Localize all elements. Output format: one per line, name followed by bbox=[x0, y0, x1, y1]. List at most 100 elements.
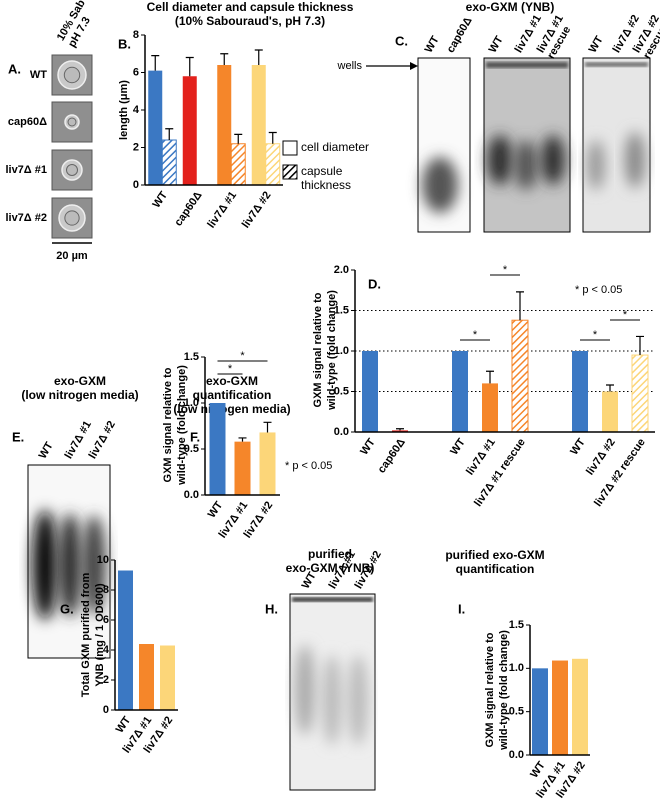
blots bbox=[27, 57, 651, 791]
lane-label: WT bbox=[487, 34, 506, 55]
y-axis-label-line: GXM signal relative to bbox=[162, 367, 174, 482]
y-axis-label: GXM signal relative to wild-type (fold ch… bbox=[484, 630, 510, 751]
bar bbox=[160, 645, 175, 710]
chart-title: exo-GXM quantification (low nitrogen media… bbox=[173, 374, 290, 416]
error-bar bbox=[486, 370, 494, 384]
well-band bbox=[486, 62, 568, 68]
legend-label: capsule thickness bbox=[301, 164, 351, 192]
bar bbox=[182, 76, 197, 185]
y-axis-label-line: wild-type (fold change) bbox=[498, 630, 510, 751]
bar bbox=[217, 65, 232, 185]
row-label: cap60Δ bbox=[8, 116, 47, 128]
y-tick-label: 2.0 bbox=[334, 264, 349, 276]
smear bbox=[514, 140, 538, 190]
y-tick-label: 4 bbox=[133, 104, 140, 116]
well-band bbox=[585, 62, 648, 67]
bar bbox=[234, 441, 251, 495]
y-tick-label: 6 bbox=[133, 66, 139, 78]
arrow-head bbox=[410, 62, 418, 70]
x-tick-label: WT bbox=[206, 499, 226, 520]
x-tick-label: liv7Δ #2 bbox=[240, 190, 274, 231]
y-axis-label-line: GXM signal relative to bbox=[484, 632, 496, 747]
chart-title-line: quantification bbox=[193, 388, 272, 402]
y-tick-label: 10 bbox=[97, 554, 109, 566]
panel-label: D. bbox=[368, 276, 381, 291]
bar bbox=[118, 570, 133, 710]
y-tick-label: 0.5 bbox=[509, 706, 524, 718]
y-axis-label: GXM signal relative to wild-type (fold ch… bbox=[162, 365, 188, 486]
y-tick-label: 1.0 bbox=[509, 662, 524, 674]
significance-star: * bbox=[623, 309, 628, 321]
panel-title: exo-GXM (low nitrogen media) bbox=[21, 374, 138, 402]
error-bar bbox=[254, 49, 263, 65]
x-tick-label: WT bbox=[448, 436, 468, 457]
y-tick-label: 0.5 bbox=[334, 385, 349, 397]
y-axis-label: length (μm) bbox=[118, 80, 130, 140]
y-tick-label: 1.5 bbox=[509, 619, 524, 631]
y-tick-label: 0.0 bbox=[509, 749, 524, 761]
y-tick-label: 1.5 bbox=[334, 304, 349, 316]
bar bbox=[148, 70, 163, 185]
panel-title-line: exo-GXM (YNB) bbox=[286, 561, 375, 575]
bar bbox=[572, 351, 588, 432]
bar bbox=[230, 143, 246, 186]
smear bbox=[625, 132, 645, 188]
panel-label: H. bbox=[265, 601, 278, 616]
lane-label: WT bbox=[587, 34, 606, 55]
panel-label: E. bbox=[12, 429, 24, 444]
smear bbox=[587, 140, 605, 190]
significance-star: * bbox=[240, 350, 245, 362]
row-label: liv7Δ #1 bbox=[5, 164, 47, 176]
wells-label: wells bbox=[337, 60, 363, 72]
y-tick-label: 0.5 bbox=[184, 443, 199, 455]
error-bar bbox=[165, 128, 174, 140]
chart-title-line: (low nitrogen media) bbox=[173, 402, 290, 416]
x-tick-label: WT bbox=[150, 189, 170, 210]
legend-label: cell diameter bbox=[301, 140, 369, 154]
x-tick-label: liv7Δ #1 bbox=[205, 190, 239, 231]
significance-note: * p < 0.05 bbox=[285, 460, 332, 472]
y-tick-label: 4 bbox=[103, 644, 110, 656]
panel-title-line: purified bbox=[308, 547, 352, 561]
y-tick-label: 1.0 bbox=[334, 345, 349, 357]
row-label: WT bbox=[30, 69, 47, 81]
bar bbox=[259, 432, 276, 495]
chart-title-line: purified exo-GXM bbox=[445, 548, 544, 562]
bar bbox=[572, 658, 588, 755]
y-axis-label-line: wild-type (fold change) bbox=[326, 290, 338, 411]
panel-label: G. bbox=[60, 601, 74, 616]
bar bbox=[482, 383, 498, 432]
cell-body bbox=[64, 210, 80, 226]
bar bbox=[552, 660, 568, 755]
legend-label-line: thickness bbox=[301, 178, 351, 192]
smear bbox=[82, 515, 106, 615]
smear bbox=[348, 655, 368, 745]
y-tick-label: 1.5 bbox=[184, 351, 199, 363]
chart-title-line: quantification bbox=[456, 562, 535, 576]
error-bar bbox=[396, 428, 404, 431]
row-label: liv7Δ #2 bbox=[5, 212, 47, 224]
panel-label: I. bbox=[458, 601, 465, 616]
smear bbox=[541, 135, 565, 185]
legend-label-line: capsule bbox=[301, 164, 343, 178]
error-bar bbox=[268, 131, 277, 144]
chart-title: purified exo-GXM quantification bbox=[445, 548, 544, 576]
bar bbox=[161, 139, 177, 186]
y-axis-label-line: GXM signal relative to bbox=[312, 292, 324, 407]
y-tick-label: 0 bbox=[103, 704, 109, 716]
lane-label: WT bbox=[423, 34, 442, 55]
chart-title-line: (10% Sabouraud's, pH 7.3) bbox=[175, 14, 325, 28]
y-tick-label: 8 bbox=[133, 29, 139, 41]
cell-body bbox=[66, 164, 78, 176]
bar bbox=[251, 65, 266, 185]
panel-label: A. bbox=[8, 61, 21, 76]
smear bbox=[322, 655, 342, 745]
bar bbox=[631, 354, 649, 433]
significance-note: * p < 0.05 bbox=[575, 284, 622, 296]
column-header: 10% SabpH 7.3 bbox=[55, 0, 99, 49]
x-tick-label: WT bbox=[358, 436, 378, 457]
error-bar bbox=[185, 56, 194, 77]
cell-body bbox=[67, 117, 77, 127]
smear bbox=[422, 157, 458, 213]
bar bbox=[602, 391, 618, 432]
